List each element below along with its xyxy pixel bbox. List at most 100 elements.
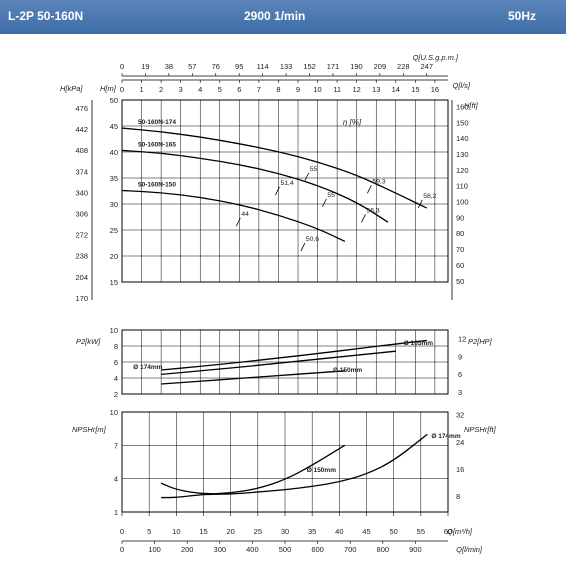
axis-label-head-ft: H[ft] [464,101,479,110]
series-label: Ø 174mm [133,364,162,371]
tick-label-ls: 8 [276,85,280,94]
tick-label-usgpm: 133 [280,62,293,71]
tick-label-lmin: 500 [279,545,292,554]
tick-label-head-kpa: 374 [75,167,88,176]
efficiency-tick [300,242,306,252]
tick-label-usgpm: 209 [374,62,387,71]
tick-label-lmin: 700 [344,545,357,554]
tick-label-npsh-ft: 8 [456,492,460,501]
tick-label-head-kpa: 306 [75,210,88,219]
tick-label-lmin: 900 [409,545,422,554]
efficiency-tick [235,217,241,227]
axis-label-npsh-m: NPSHr[m] [72,425,107,434]
axis-label-kpa: H[kPa] [60,84,83,93]
axis-label-power-hp: P2[HP] [468,337,493,346]
tick-label-head-m: 35 [110,174,118,183]
tick-label-ls: 11 [333,85,341,94]
tick-label-head-m: 25 [110,226,118,235]
tick-label-m3h: 35 [308,527,316,536]
tick-label-head-m: 45 [110,122,118,131]
curve-0-2 [121,189,346,243]
tick-label-ls: 6 [237,85,241,94]
tick-label-power-hp: 9 [458,352,462,361]
tick-label-head-kpa: 170 [75,294,88,303]
tick-label-head-ft: 160 [456,102,469,111]
tick-label-usgpm: 171 [327,62,340,71]
axis-label-m3h: Q[m³/h] [447,527,473,536]
series-label: Ø 174mm [431,433,460,440]
tick-label-head-kpa: 476 [75,104,88,113]
tick-label-m3h: 45 [362,527,370,536]
tick-label-head-kpa: 340 [75,188,88,197]
curve-1-2 [161,370,345,385]
tick-label-head-ft: 50 [456,277,464,286]
tick-label-head-kpa: 272 [75,231,88,240]
efficiency-tick [367,185,372,194]
tick-label-lmin: 100 [148,545,161,554]
tick-label-head-m: 50 [110,96,118,105]
efficiency-value: 55 [327,192,335,199]
tick-label-ls: 16 [431,85,439,94]
tick-label-ls: 10 [313,85,321,94]
tick-label-ls: 2 [159,85,163,94]
tick-label-lmin: 300 [214,545,227,554]
efficiency-tick [275,186,280,196]
axis-label-usgpm: Q[U.S.g.p.m.] [413,53,459,62]
tick-label-usgpm: 95 [235,62,243,71]
tick-label-lmin: 200 [181,545,194,554]
tick-label-head-ft: 150 [456,118,469,127]
efficiency-value: 59,3 [372,178,385,185]
tick-label-usgpm: 228 [397,62,410,71]
axis-label-npsh-ft: NPSHr[ft] [464,425,497,434]
series-label: 50-160N-165 [138,141,176,148]
efficiency-tick [304,172,310,182]
tick-label-npsh-m: 4 [114,475,118,484]
tick-label-head-ft: 140 [456,134,469,143]
efficiency-value: 56,3 [366,207,379,214]
efficiency-value: 50,6 [306,236,319,243]
curve-1-1 [161,350,396,376]
tick-label-npsh-ft: 16 [456,465,464,474]
tick-label-power-kw: 4 [114,374,118,383]
axes-layer: 0 19 38 57 76 95 114 133 152 171 190 209 228 247Q[U.S… [60,53,497,554]
frequency-label: 50Hz [508,9,537,23]
tick-label-ls: 14 [392,85,400,94]
tick-label-usgpm: 38 [165,62,173,71]
tick-label-ls: 12 [353,85,361,94]
tick-label-m3h: 50 [389,527,397,536]
axis-label-ls: Q[l/s] [452,81,470,90]
panel-frame-0 [121,99,449,283]
tick-label-lmin: 0 [120,545,124,554]
tick-label-m3h: 55 [417,527,425,536]
tick-label-m3h: 20 [226,527,234,536]
curves-layer [121,127,428,499]
tick-label-usgpm: 114 [257,62,269,71]
tick-label-power-hp: 12 [458,334,466,343]
tick-label-head-ft: 90 [456,213,464,222]
series-label: 50-160N-174 [138,119,176,126]
tick-label-ls: 1 [139,85,143,94]
tick-label-head-ft: 100 [456,198,469,207]
tick-label-ls: 7 [257,85,261,94]
labels-layer: 50-160N-174 50-160N-165 50-160N-150 Ø 174mm… [133,119,461,474]
tick-label-usgpm: 76 [212,62,220,71]
tick-label-head-kpa: 408 [75,146,88,155]
tick-label-m3h: 5 [147,527,151,536]
tick-label-head-kpa: 238 [75,252,88,261]
tick-label-lmin: 400 [246,545,259,554]
tick-label-npsh-ft: 32 [456,411,464,420]
tick-label-m3h: 40 [335,527,343,536]
tick-label-ls: 13 [372,85,380,94]
tick-label-usgpm: 247 [420,62,433,71]
tick-label-npsh-ft: 24 [456,438,464,447]
tick-label-npsh-m: 1 [114,508,118,517]
tick-label-ls: 0 [120,85,124,94]
model-title: L-2P 50-160N [8,9,84,23]
tick-label-head-kpa: 204 [75,273,88,282]
tick-label-head-m: 40 [110,148,118,157]
speed-label: 2900 1/min [244,9,306,23]
tick-label-head-ft: 130 [456,150,469,159]
axis-label-head-m: H[m] [100,84,117,93]
tick-label-m3h: 10 [172,527,180,536]
